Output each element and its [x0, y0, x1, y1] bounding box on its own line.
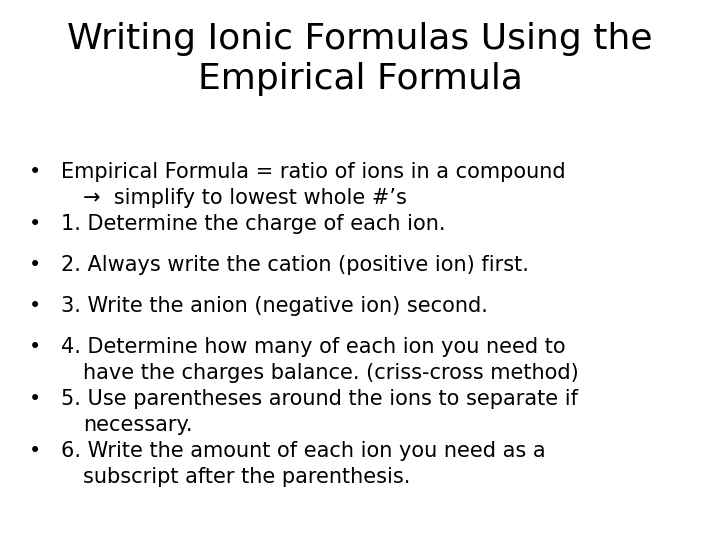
Text: 5. Use parentheses around the ions to separate if: 5. Use parentheses around the ions to se… — [61, 389, 578, 409]
Text: •: • — [29, 255, 41, 275]
Text: 2. Always write the cation (positive ion) first.: 2. Always write the cation (positive ion… — [61, 255, 529, 275]
Text: 3. Write the anion (negative ion) second.: 3. Write the anion (negative ion) second… — [61, 296, 488, 316]
Text: •: • — [29, 441, 41, 461]
Text: Writing Ionic Formulas Using the
Empirical Formula: Writing Ionic Formulas Using the Empiric… — [67, 22, 653, 96]
Text: •: • — [29, 214, 41, 234]
Text: →  simplify to lowest whole #’s: → simplify to lowest whole #’s — [83, 188, 407, 208]
Text: have the charges balance. (criss-cross method): have the charges balance. (criss-cross m… — [83, 363, 579, 383]
Text: necessary.: necessary. — [83, 415, 192, 435]
Text: subscript after the parenthesis.: subscript after the parenthesis. — [83, 467, 410, 487]
Text: •: • — [29, 162, 41, 182]
Text: 4. Determine how many of each ion you need to: 4. Determine how many of each ion you ne… — [61, 337, 566, 357]
Text: •: • — [29, 389, 41, 409]
Text: 1. Determine the charge of each ion.: 1. Determine the charge of each ion. — [61, 214, 446, 234]
Text: •: • — [29, 337, 41, 357]
Text: •: • — [29, 296, 41, 316]
Text: Empirical Formula = ratio of ions in a compound: Empirical Formula = ratio of ions in a c… — [61, 162, 566, 182]
Text: 6. Write the amount of each ion you need as a: 6. Write the amount of each ion you need… — [61, 441, 546, 461]
